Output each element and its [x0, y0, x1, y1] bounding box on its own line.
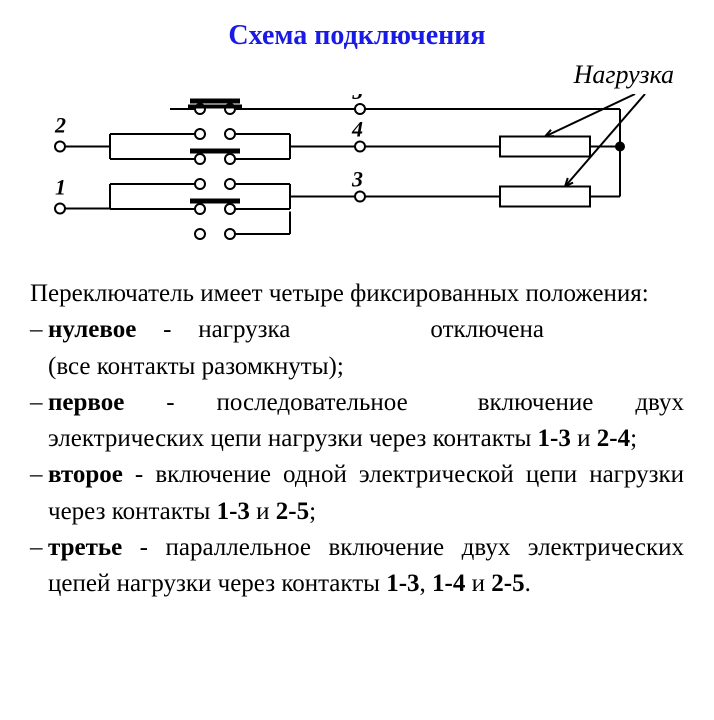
dash-icon: – [30, 312, 48, 348]
position-text: третье - параллельное включение двух эле… [48, 530, 684, 603]
svg-text:5: 5 [352, 94, 363, 104]
dash-icon: – [30, 530, 48, 566]
position-item: –первое - последовательноевключение двух… [30, 385, 684, 458]
svg-text:1: 1 [55, 175, 66, 200]
load-label: Нагрузка [30, 60, 684, 90]
svg-text:2: 2 [54, 113, 66, 138]
svg-text:4: 4 [351, 117, 363, 142]
position-text: первое - последовательноевключение двух … [48, 385, 684, 458]
position-text: нулевое - нагрузкаотключена(все контакты… [48, 312, 684, 385]
position-item: –нулевое - нагрузкаотключена(все контакт… [30, 312, 684, 385]
page-title: Схема подключения [30, 20, 684, 52]
connection-diagram: 2 1 5 4 3 [30, 94, 680, 264]
description-block: Переключатель имеет четыре фиксированных… [30, 276, 684, 602]
dash-icon: – [30, 385, 48, 421]
svg-text:3: 3 [351, 167, 363, 192]
position-item: –третье - параллельное включение двух эл… [30, 530, 684, 603]
positions-intro: Переключатель имеет четыре фиксированных… [30, 276, 684, 312]
position-item: –второе - включение одной электрической … [30, 457, 684, 530]
dash-icon: – [30, 457, 48, 493]
position-text: второе - включение одной электрической ц… [48, 457, 684, 530]
